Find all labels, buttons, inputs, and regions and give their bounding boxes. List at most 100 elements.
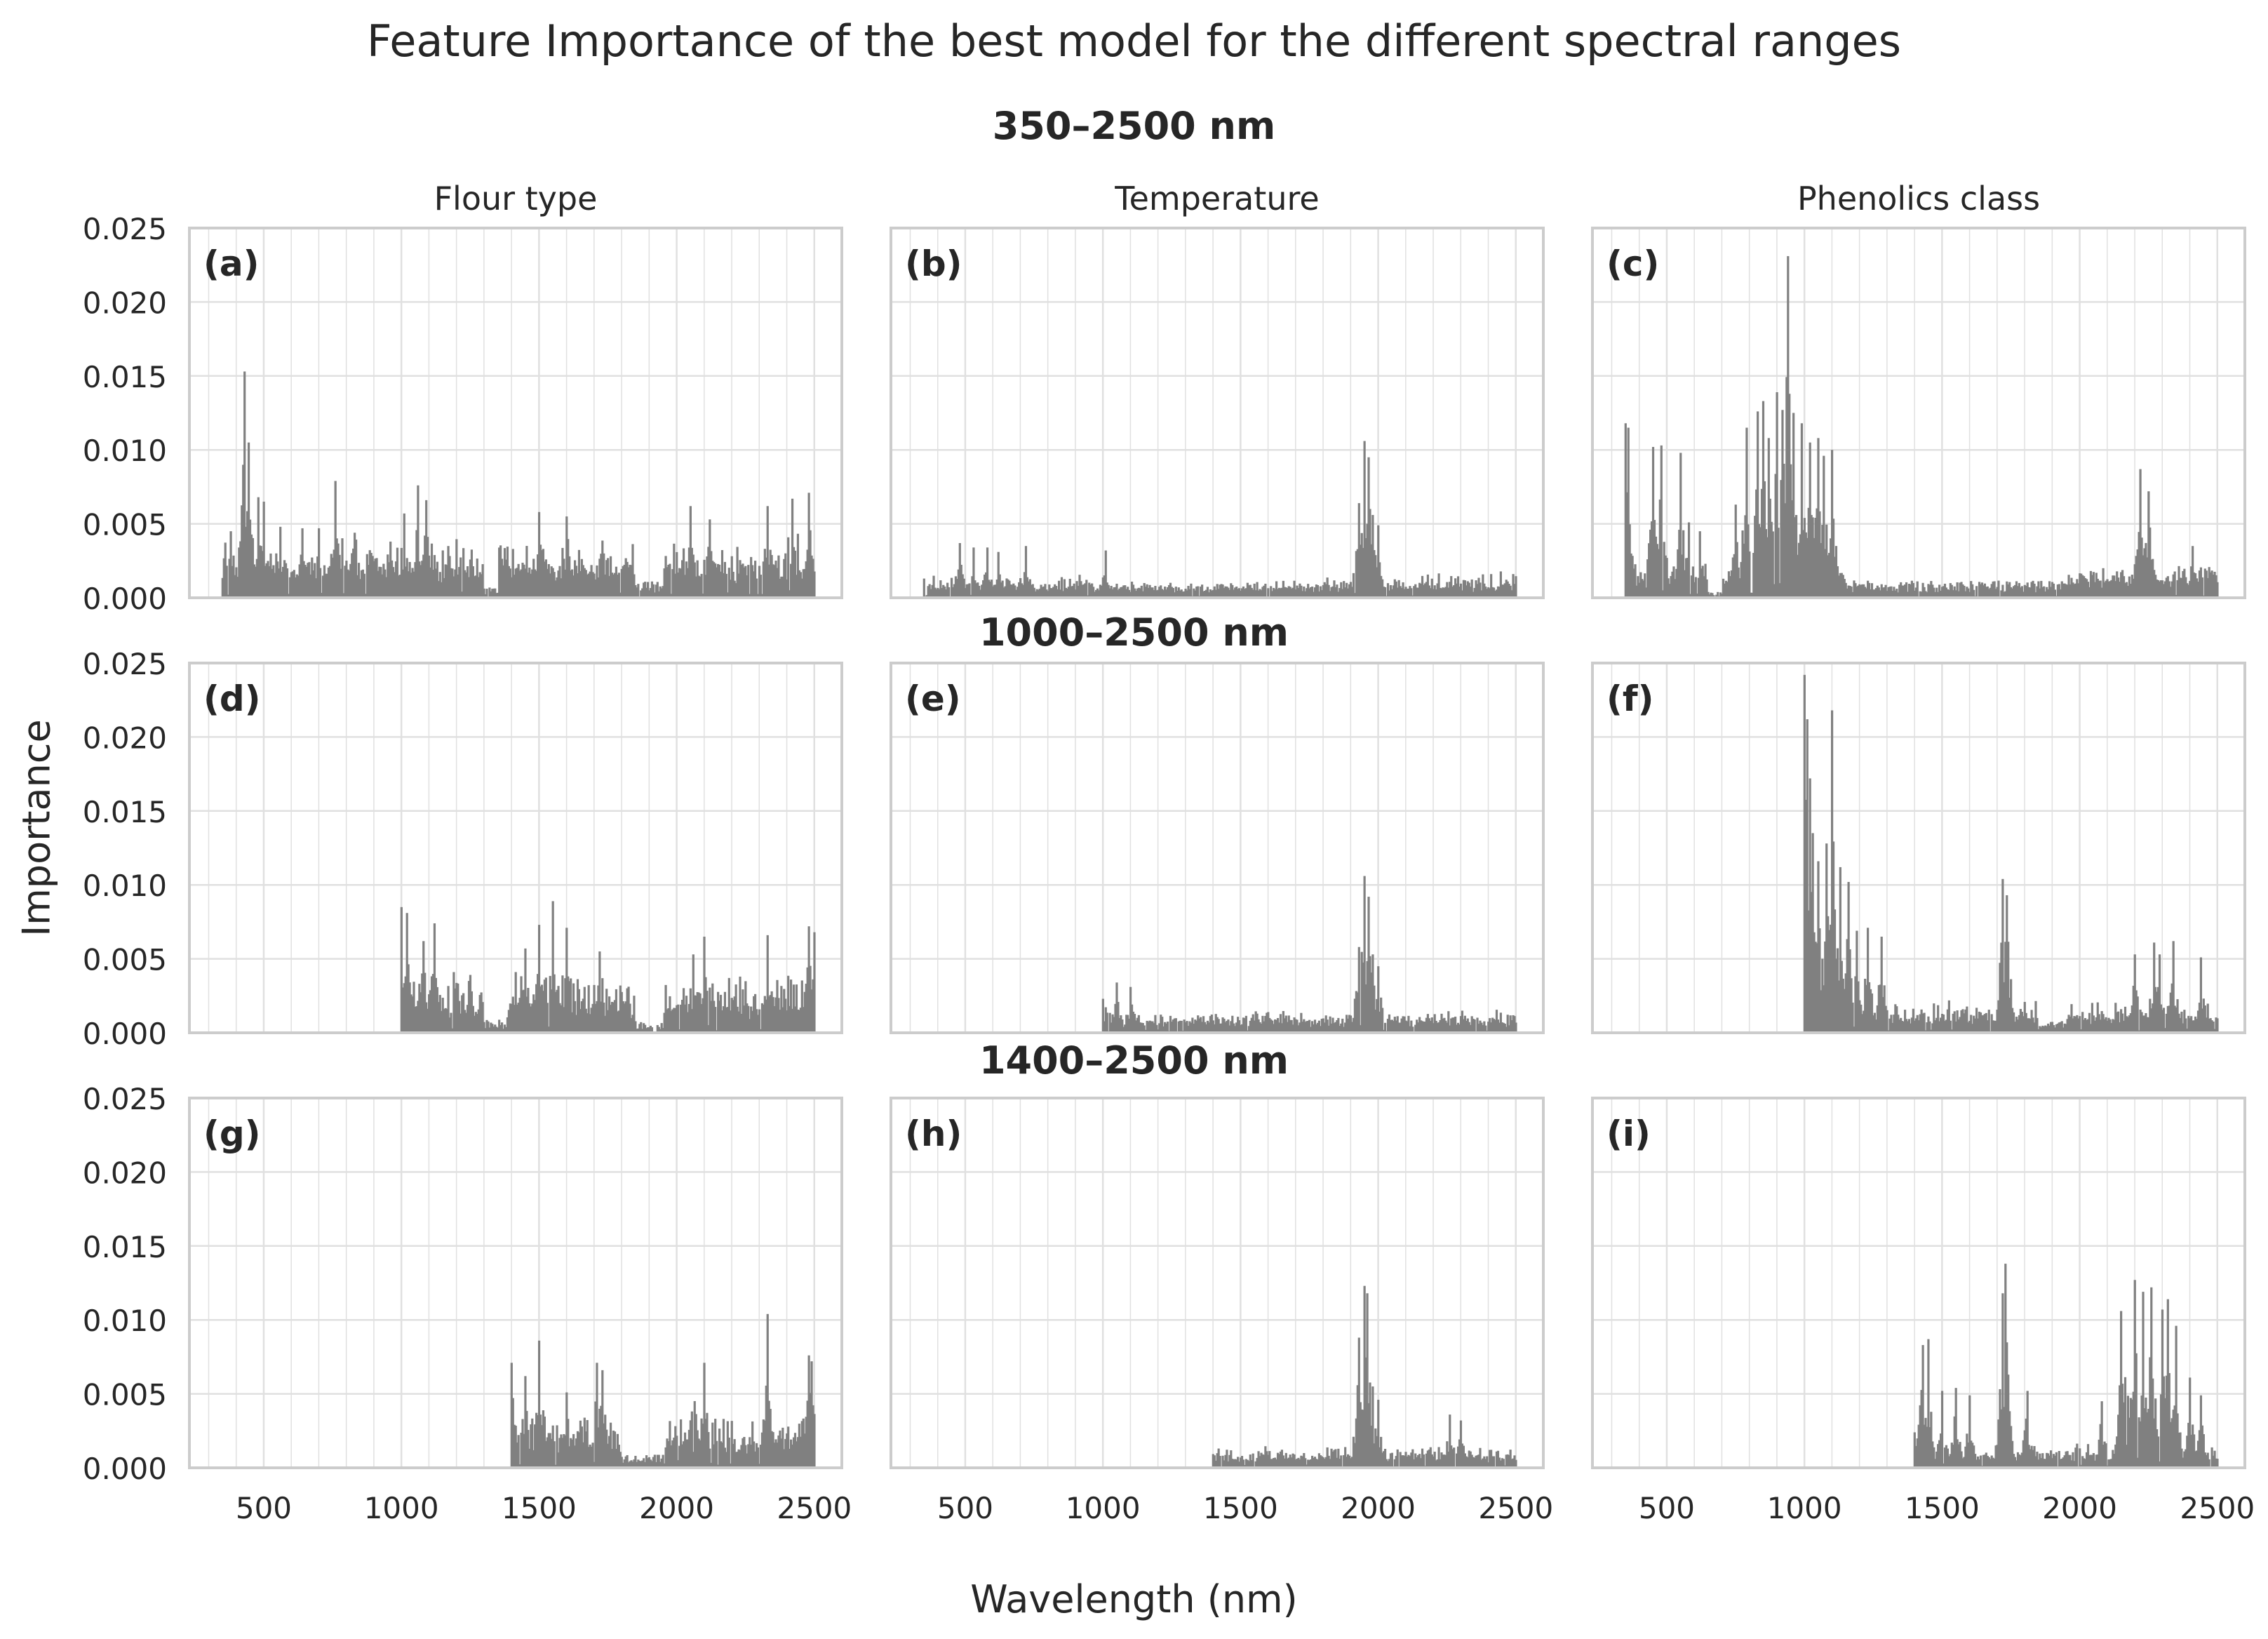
bar <box>407 571 410 598</box>
bar <box>1011 584 1014 598</box>
bar <box>791 1008 794 1033</box>
bar <box>471 1005 474 1033</box>
bar <box>1244 1459 1248 1468</box>
bar <box>1299 1022 1301 1033</box>
bar <box>641 1029 644 1033</box>
bar <box>1834 546 1838 598</box>
bar <box>1366 961 1369 1033</box>
bar <box>737 1011 740 1033</box>
bar <box>2193 1020 2196 1033</box>
bar <box>620 991 623 1033</box>
bar <box>1234 587 1237 598</box>
bar <box>677 1004 680 1033</box>
bar <box>1162 1026 1165 1033</box>
bar <box>1299 583 1301 598</box>
x-tick-label: 2500 <box>777 1491 852 1525</box>
bar <box>2131 1399 2133 1468</box>
bar <box>1242 1017 1245 1033</box>
bar <box>521 1419 524 1468</box>
bar <box>1322 1457 1324 1468</box>
bar <box>1234 1026 1237 1033</box>
bar <box>1978 1011 1981 1033</box>
bar <box>1449 1025 1451 1033</box>
bar <box>1968 1395 1971 1468</box>
bar <box>586 1419 589 1468</box>
bar <box>2175 1007 2178 1033</box>
bar <box>729 1463 732 1468</box>
bar <box>516 568 518 598</box>
bar <box>739 976 742 1033</box>
bar <box>1355 551 1357 598</box>
bar <box>1895 589 1898 598</box>
bar <box>535 984 538 1033</box>
bar <box>927 586 930 598</box>
bar <box>2003 591 2006 598</box>
bar <box>2161 580 2164 598</box>
bar <box>2154 986 2157 1033</box>
bar <box>321 575 325 598</box>
bar <box>1120 1015 1122 1033</box>
bar <box>2178 1433 2180 1468</box>
bar <box>1729 576 1732 598</box>
bar <box>2135 556 2138 598</box>
bar <box>683 1432 687 1468</box>
bar <box>1133 1014 1136 1033</box>
panel-frame <box>890 227 1545 599</box>
bar <box>371 556 374 598</box>
bar <box>554 1464 557 1468</box>
bar <box>502 565 505 598</box>
bar <box>577 989 581 1033</box>
bar <box>1970 1015 1973 1033</box>
bar <box>1226 587 1228 598</box>
bar <box>323 565 326 598</box>
bar <box>681 560 684 598</box>
bar <box>1174 1018 1177 1033</box>
bar <box>1052 587 1055 598</box>
bar <box>2010 587 2013 598</box>
bar <box>1466 1457 1469 1468</box>
bar <box>1810 892 1813 1033</box>
bar <box>389 541 392 598</box>
bar <box>1953 1416 1956 1468</box>
bar <box>2201 1425 2203 1468</box>
bar <box>1486 1456 1489 1468</box>
bar <box>649 1459 652 1468</box>
bar <box>221 577 224 598</box>
bar <box>1346 1015 1348 1033</box>
bar <box>2011 1008 2014 1033</box>
bar <box>627 1462 630 1468</box>
bar <box>1959 1442 1961 1468</box>
bar <box>464 572 468 598</box>
bar <box>1903 585 1905 598</box>
bar <box>2142 555 2145 598</box>
bar <box>1376 1436 1378 1468</box>
bar <box>1129 986 1132 1033</box>
bar <box>2139 1421 2142 1468</box>
bar <box>1928 1021 1931 1033</box>
bar <box>2077 583 2080 598</box>
bar <box>2113 575 2116 598</box>
bar <box>1933 1003 1935 1033</box>
bar <box>803 991 806 1033</box>
bar <box>370 553 373 598</box>
bar <box>1181 591 1184 598</box>
x-tick-label: 500 <box>937 1491 993 1525</box>
bar <box>716 567 718 598</box>
bar <box>1982 1015 1985 1033</box>
bar <box>2010 1426 2013 1468</box>
bar <box>1891 591 1894 598</box>
col-title-flour-type: Flour type <box>434 180 598 218</box>
bar <box>1974 1018 1977 1033</box>
bar <box>557 1452 560 1468</box>
bar <box>507 1010 510 1033</box>
bar <box>564 569 567 598</box>
bar <box>760 594 764 598</box>
bar <box>349 563 352 598</box>
bar <box>1263 1021 1266 1033</box>
bar <box>1260 590 1263 598</box>
bar <box>2198 1430 2201 1468</box>
bar <box>2083 1458 2086 1468</box>
bar <box>1473 1019 1476 1033</box>
bar <box>693 562 696 598</box>
bar <box>1864 978 1867 1033</box>
